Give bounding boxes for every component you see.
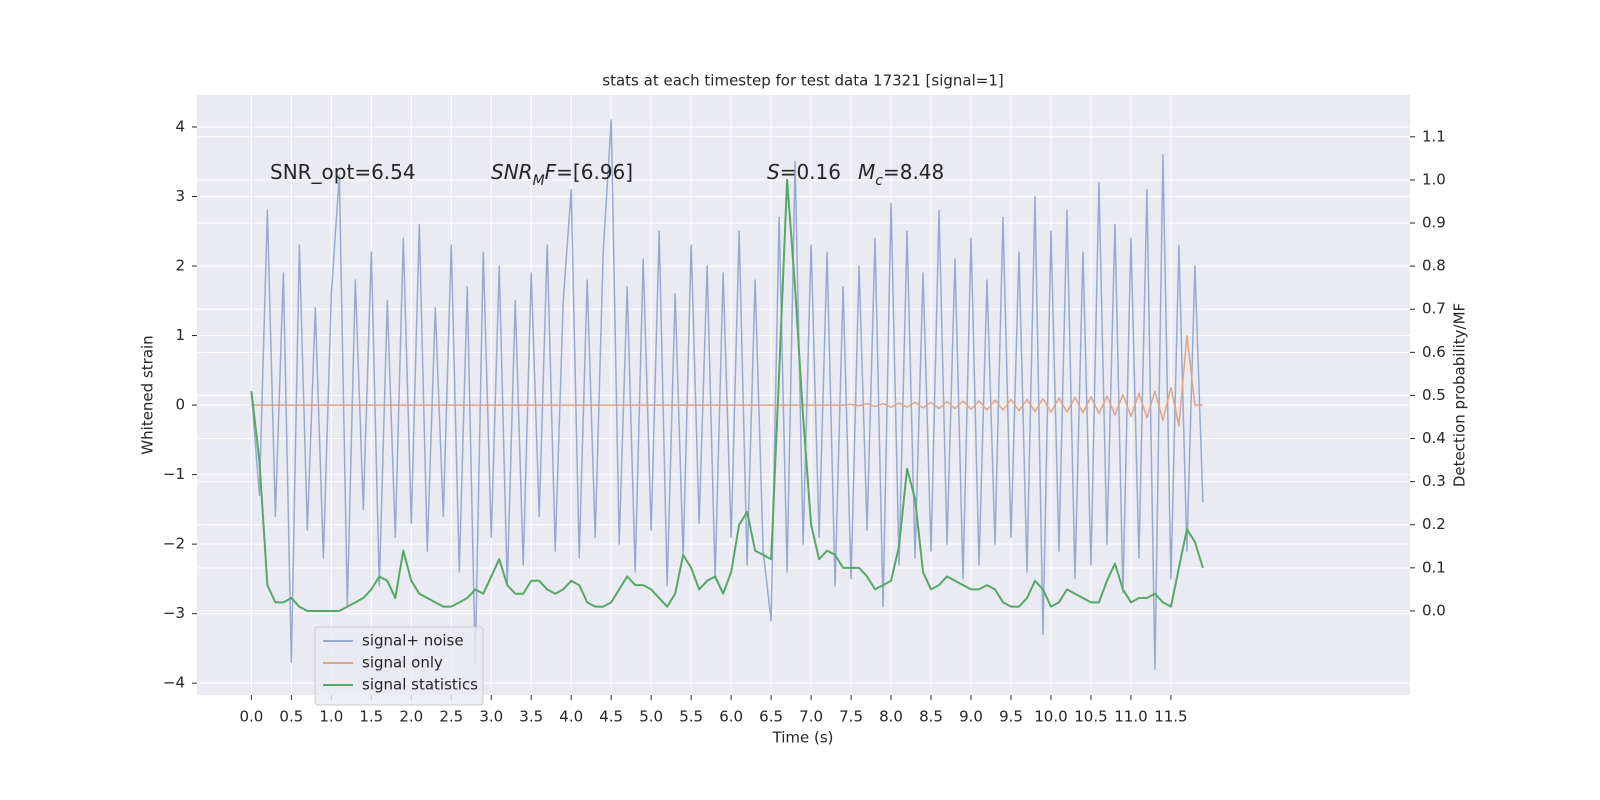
x-tick-label: 4.5 (599, 708, 623, 726)
y-tick-label: 3 (175, 187, 185, 205)
x-tick-label: 5.0 (639, 708, 663, 726)
x-axis-label: Time (s) (772, 729, 834, 747)
x-tick-label: 10.0 (1034, 708, 1067, 726)
series-line (251, 334, 1203, 427)
series-line (250, 178, 1204, 612)
y2-tick-label: 0.1 (1422, 558, 1446, 576)
y-axis-label: Whitened strain (139, 335, 157, 454)
x-tick-label: 4.0 (559, 708, 583, 726)
annotation-part: SNR (491, 160, 533, 184)
y2-tick-label: 1.0 (1422, 170, 1446, 188)
y2-tick-label: 0.6 (1422, 343, 1446, 361)
y-tick-label: 0 (175, 396, 185, 414)
y-tick-label: −3 (163, 604, 185, 622)
annotation-part: F (545, 160, 557, 184)
annotation-part: M (858, 160, 875, 184)
x-tick-label: 0.0 (239, 708, 263, 726)
x-tick-label: 11.0 (1114, 708, 1147, 726)
legend-label: signal statistics (362, 676, 478, 694)
y2-tick-label: 1.1 (1422, 127, 1446, 145)
x-tick-label: 10.5 (1074, 708, 1107, 726)
x-tick-label: 11.5 (1154, 708, 1187, 726)
annotation-part: =0.16 (780, 160, 841, 184)
annotation-part: SNR_opt=6.54 (270, 160, 416, 184)
x-tick-label: 3.5 (519, 708, 543, 726)
legend-label: signal only (362, 654, 443, 672)
x-tick-label: 6.0 (719, 708, 743, 726)
annotation-part: c (875, 173, 883, 189)
x-tick-label: 3.0 (479, 708, 503, 726)
x-tick-label: 0.5 (279, 708, 303, 726)
x-tick-label: 6.5 (759, 708, 783, 726)
x-tick-label: 7.5 (839, 708, 863, 726)
y2-tick-label: 0.0 (1422, 601, 1446, 619)
annotation: SNRMF=[6.96] (491, 160, 633, 190)
annotation-part: S (767, 160, 780, 184)
y2-tick-label: 0.9 (1422, 214, 1446, 232)
y-tick-label: −2 (163, 535, 185, 553)
x-tick-label: 9.0 (959, 708, 983, 726)
y-tick-label: 2 (175, 257, 185, 275)
x-tick-label: 8.0 (879, 708, 903, 726)
y-tick-label: 4 (175, 117, 185, 135)
y-tick-label: −4 (163, 674, 185, 692)
x-tick-label: 5.5 (679, 708, 703, 726)
x-tick-label: 8.5 (919, 708, 943, 726)
y2-tick-label: 0.7 (1422, 300, 1446, 318)
x-tick-label: 1.0 (319, 708, 343, 726)
annotation-part: =8.48 (883, 160, 944, 184)
y2-tick-label: 0.2 (1422, 515, 1446, 533)
y2-tick-label: 0.3 (1422, 472, 1446, 490)
x-tick-label: 2.5 (439, 708, 463, 726)
chart-title: stats at each timestep for test data 173… (602, 72, 1003, 90)
x-tick-label: 2.0 (399, 708, 423, 726)
y2-tick-label: 0.5 (1422, 386, 1446, 404)
x-tick-label: 1.5 (359, 708, 383, 726)
y2-axis-label: Detection probability/MF (1451, 303, 1469, 487)
legend-box (314, 626, 484, 706)
x-tick-label: 7.0 (799, 708, 823, 726)
y2-tick-label: 0.8 (1422, 257, 1446, 275)
x-tick-label: 9.5 (999, 708, 1023, 726)
annotation: SNR_opt=6.54 (270, 160, 416, 184)
annotation: S=0.16 (767, 160, 841, 184)
annotation: Mc=8.48 (858, 160, 944, 190)
annotation-part: M (533, 173, 545, 189)
y-tick-label: 1 (175, 326, 185, 344)
annotation-part: =[6.96] (556, 160, 633, 184)
legend-label: signal+ noise (362, 632, 464, 650)
y2-tick-label: 0.4 (1422, 429, 1446, 447)
y-tick-label: −1 (163, 465, 185, 483)
